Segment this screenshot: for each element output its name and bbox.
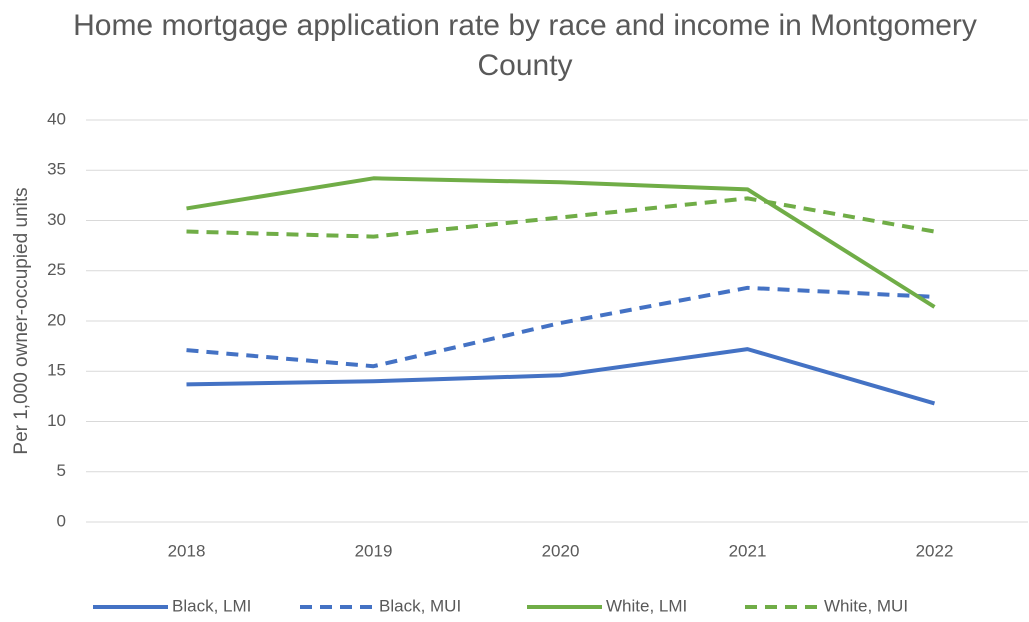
y-tick-label: 0 [57, 511, 66, 530]
y-axis-label: Per 1,000 owner-occupied units [11, 187, 32, 454]
x-tick-label: 2022 [916, 541, 954, 560]
y-tick-label: 25 [47, 260, 66, 279]
legend-label: White, MUI [824, 596, 908, 615]
chart-title: Home mortgage application rate by race a… [73, 9, 977, 82]
x-tick-label: 2019 [355, 541, 393, 560]
x-tick-label: 2020 [542, 541, 580, 560]
y-tick-label: 30 [47, 210, 66, 229]
y-tick-label: 20 [47, 310, 66, 329]
y-tick-label: 5 [57, 461, 66, 480]
series-line [186, 176, 936, 309]
y-tick-label: 15 [47, 361, 66, 380]
series-line [186, 347, 936, 406]
y-tick-label: 10 [47, 411, 66, 430]
legend-label: White, LMI [606, 596, 687, 615]
y-tick-label: 40 [47, 109, 66, 128]
series-line [186, 285, 935, 369]
legend-label: Black, MUI [379, 596, 461, 615]
legend-label: Black, LMI [172, 596, 251, 615]
x-tick-label: 2021 [729, 541, 767, 560]
y-tick-label: 35 [47, 160, 66, 179]
series-line [186, 196, 935, 239]
x-tick-label: 2018 [168, 541, 206, 560]
